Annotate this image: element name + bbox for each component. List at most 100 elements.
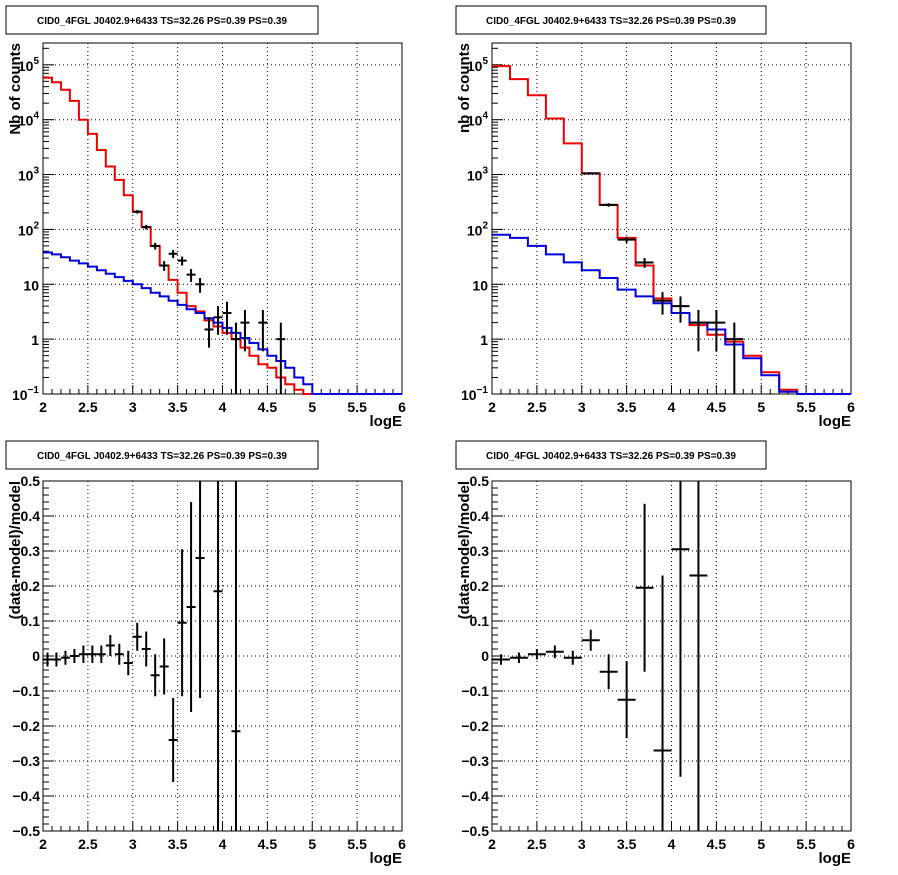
residual-point	[69, 649, 79, 663]
y-tick-exponent: 2	[482, 220, 488, 231]
data-point	[222, 301, 232, 335]
y-tick-label: −0.2	[461, 718, 489, 734]
residual-point	[689, 481, 708, 831]
y-tick-label: 0.1	[470, 613, 490, 629]
residual-point	[168, 698, 178, 782]
chart-title: CID0_4FGL J0402.9+6433 TS=32.26 PS=0.39 …	[37, 16, 287, 27]
y-tick-label: 0.4	[21, 508, 41, 524]
chart-panel-3: CID0_4FGL J0402.9+6433 TS=32.26 PS=0.39 …	[5, 440, 406, 867]
x-tick-label: 5.5	[796, 836, 816, 852]
x-tick-label: 3	[129, 836, 137, 852]
residual-point	[492, 654, 510, 665]
data-point	[258, 309, 268, 352]
y-tick-base: 1	[480, 332, 488, 348]
y-tick-base: 10	[467, 58, 483, 74]
title-box	[5, 440, 319, 470]
y-tick-base: 10	[467, 222, 483, 238]
y-tick-base: 10	[18, 58, 34, 74]
x-tick-label: 4.5	[707, 399, 727, 415]
y-tick-label: 103	[467, 166, 489, 184]
x-axis-label: logE	[370, 413, 403, 430]
x-tick-label: 2.5	[78, 836, 98, 852]
y-axis: −0.5 −0.4 −0.3 −0.2 −0.1 0 0.1 0.2 0.3 0.4 0.5	[461, 473, 503, 839]
x-tick-label: 3.5	[168, 399, 188, 415]
y-tick-label: 0.2	[470, 578, 490, 594]
residual-point	[96, 645, 106, 663]
y-tick-exponent: 3	[482, 166, 488, 177]
x-axis: 2 2.5 3 3.5 4 4.5 5 5.5 6	[39, 385, 406, 415]
y-tick-label: 0.3	[470, 543, 490, 559]
data-point	[231, 322, 241, 394]
data-point	[141, 224, 151, 230]
y-tick-exponent: 5	[33, 56, 39, 67]
y-tick-label: 0.1	[21, 613, 41, 629]
y-tick-label: −0.1	[461, 683, 489, 699]
y-tick-label: 10−1	[461, 385, 488, 403]
y-tick-label: 1	[480, 332, 488, 348]
x-tick-label: 3.5	[617, 399, 637, 415]
residual-point	[123, 650, 133, 676]
residual-point	[51, 652, 61, 667]
y-tick-label: 10	[472, 277, 488, 293]
series-line-1	[43, 76, 402, 395]
y-tick-label: −0.5	[461, 823, 489, 839]
residual-point	[195, 481, 205, 698]
grid	[43, 43, 402, 394]
y-tick-label: −0.4	[12, 788, 40, 804]
data-point	[599, 203, 618, 207]
y-tick-exponent: 4	[482, 111, 488, 122]
y-tick-base: 10	[472, 277, 488, 293]
x-tick-label: 5.5	[347, 399, 367, 415]
data-point	[186, 268, 196, 283]
y-axis: −0.5 −0.4 −0.3 −0.2 −0.1 0 0.1 0.2 0.3 0.4 0.5	[12, 473, 54, 839]
y-axis-label: Nb of counts	[7, 43, 24, 135]
data-point	[581, 172, 600, 175]
residual-point	[231, 481, 241, 831]
residual-point	[43, 652, 52, 667]
y-axis-label: (data-model)/model	[7, 481, 24, 619]
x-tick-label: 6	[847, 399, 855, 415]
y-tick-label: 104	[18, 111, 40, 129]
y-tick-label: 10	[23, 277, 39, 293]
chart-title: CID0_4FGL J0402.9+6433 TS=32.26 PS=0.39 …	[486, 16, 736, 27]
y-tick-label: −0.4	[461, 788, 489, 804]
residual-point	[213, 481, 223, 831]
residual-point	[527, 649, 546, 660]
data-point	[177, 256, 187, 266]
y-tick-label: 0.4	[470, 508, 490, 524]
x-tick-label: 5	[757, 836, 765, 852]
y-tick-exponent: 2	[33, 220, 39, 231]
residual-point	[599, 654, 618, 690]
y-tick-base: 10	[12, 387, 28, 403]
residual-point	[617, 661, 636, 739]
y-axis-label: (data-model)/model	[456, 481, 473, 619]
data-point	[725, 322, 744, 394]
y-tick-label: −0.3	[12, 753, 40, 769]
x-tick-label: 4	[219, 399, 227, 415]
x-tick-label: 3.5	[168, 836, 188, 852]
chart-title: CID0_4FGL J0402.9+6433 TS=32.26 PS=0.39 …	[486, 451, 736, 462]
data-point	[132, 210, 142, 214]
residual-point	[87, 645, 97, 663]
x-tick-label: 4.5	[258, 836, 278, 852]
x-tick-label: 4.5	[707, 836, 727, 852]
residual-point	[60, 650, 70, 665]
series-line-2	[43, 251, 402, 395]
y-tick-base: 10	[467, 113, 483, 129]
data-layer	[43, 481, 241, 831]
x-axis: 2 2.5 3 3.5 4 4.5 5 5.5 6	[488, 385, 855, 415]
x-tick-label: 2	[488, 399, 496, 415]
y-tick-base: 10	[467, 168, 483, 184]
y-tick-label: 105	[18, 56, 40, 74]
data-point	[159, 261, 169, 271]
x-tick-label: 2.5	[527, 836, 547, 852]
data-point	[689, 309, 708, 352]
y-tick-label: 0	[481, 648, 489, 664]
x-tick-label: 5.5	[347, 836, 367, 852]
y-tick-label: 0.5	[470, 473, 490, 489]
y-tick-label: 0.2	[21, 578, 41, 594]
data-point	[617, 236, 636, 243]
residual-point	[150, 654, 160, 697]
data-point	[168, 250, 178, 259]
